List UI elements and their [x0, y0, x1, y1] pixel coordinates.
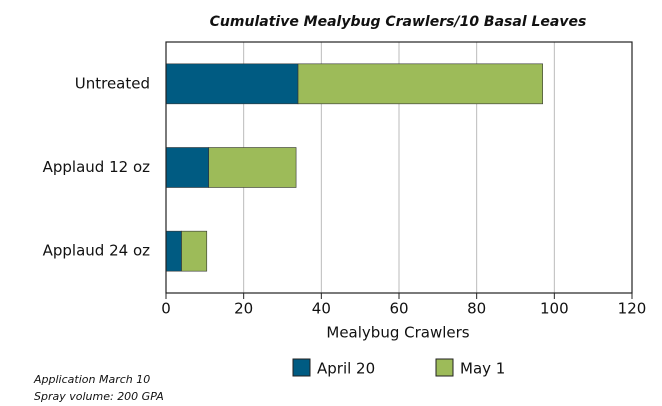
legend-swatch [435, 358, 454, 377]
chart-title: Cumulative Mealybug Crawlers/10 Basal Le… [210, 14, 587, 30]
bar [181, 230, 208, 272]
x-tick-label: 0 [161, 300, 171, 318]
bar [208, 147, 297, 188]
bar [165, 63, 299, 105]
x-tick-label: 40 [312, 300, 331, 318]
x-tick-label: 120 [618, 300, 647, 318]
note: Spray volume: 200 GPA [34, 390, 164, 403]
plot-border [165, 41, 633, 294]
x-tick-label: 100 [540, 300, 569, 318]
bar [165, 230, 182, 272]
x-tick-label: 60 [389, 300, 408, 318]
y-tick-label: Untreated [75, 74, 150, 92]
bar [297, 63, 543, 105]
y-tick-label: Applaud 24 oz [43, 242, 150, 260]
legend-label: April 20 [317, 360, 375, 378]
x-tick-label: 20 [234, 300, 253, 318]
x-tick-label: 80 [467, 300, 486, 318]
y-tick-label: Applaud 12 oz [43, 158, 150, 176]
x-axis-label: Mealybug Crawlers [326, 324, 469, 342]
note: Application March 10 [33, 373, 150, 386]
legend-swatch [292, 358, 311, 377]
legend-label: May 1 [460, 360, 505, 378]
bar [165, 147, 210, 188]
